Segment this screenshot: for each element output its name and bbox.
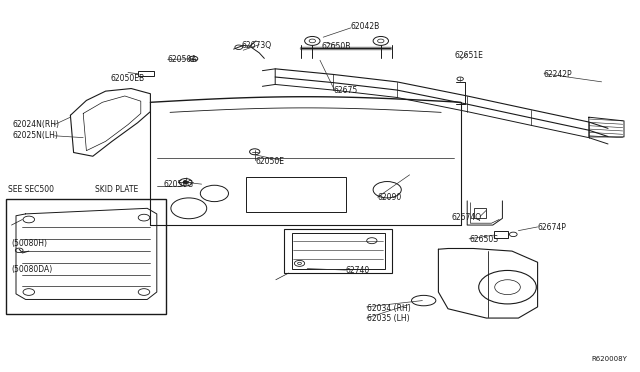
Text: 62050EB: 62050EB xyxy=(111,74,145,83)
Text: 62673Q: 62673Q xyxy=(242,41,272,50)
Text: 62242P: 62242P xyxy=(544,70,573,79)
Text: 62024N(RH): 62024N(RH) xyxy=(13,120,60,129)
Text: SEE SEC500: SEE SEC500 xyxy=(8,185,54,194)
Text: (50080H): (50080H) xyxy=(12,239,47,248)
Text: 62651E: 62651E xyxy=(454,51,483,60)
Text: 62034 (RH): 62034 (RH) xyxy=(367,304,410,312)
Text: 62674Q: 62674Q xyxy=(452,213,482,222)
Text: 62050E: 62050E xyxy=(256,157,285,166)
Text: 62042B: 62042B xyxy=(351,22,380,31)
Text: 62650B: 62650B xyxy=(321,42,351,51)
Text: 62025N(LH): 62025N(LH) xyxy=(13,131,59,140)
Text: R620008Y: R620008Y xyxy=(591,356,627,362)
Text: 62650S: 62650S xyxy=(469,235,498,244)
Text: 62090: 62090 xyxy=(378,193,402,202)
Text: SKID PLATE: SKID PLATE xyxy=(95,185,138,194)
Text: 62740: 62740 xyxy=(346,266,370,275)
Text: 62675: 62675 xyxy=(333,86,358,94)
Circle shape xyxy=(183,181,188,184)
Text: 62674P: 62674P xyxy=(538,223,566,232)
Text: 62050G: 62050G xyxy=(163,180,193,189)
Text: (50080DA): (50080DA) xyxy=(12,265,52,274)
Text: 62050A: 62050A xyxy=(168,55,197,64)
Text: 62035 (LH): 62035 (LH) xyxy=(367,314,410,323)
